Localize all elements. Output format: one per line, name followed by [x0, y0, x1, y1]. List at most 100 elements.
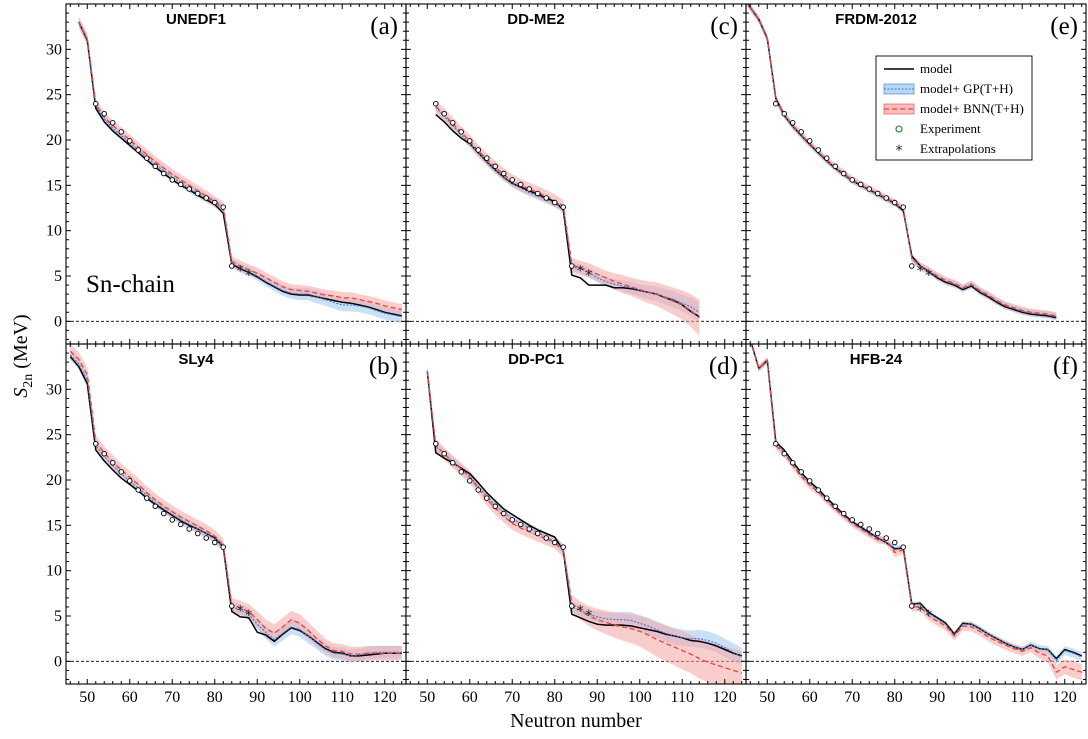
x-tick-label: 70	[504, 689, 520, 706]
experiment-point	[484, 155, 490, 161]
model-line	[69, 356, 402, 657]
experiment-point	[790, 120, 796, 126]
y-tick-label: 20	[46, 132, 62, 149]
experiment-point	[450, 120, 456, 126]
experiment-point	[824, 155, 830, 161]
plot-area-e: * *	[746, 4, 1086, 322]
experiment-point	[203, 195, 209, 201]
legend-key-extrapolations: *	[896, 143, 903, 159]
gp-line	[78, 21, 402, 318]
panel-frame	[65, 343, 407, 685]
experiment-point	[186, 526, 192, 532]
experiment-point	[858, 181, 864, 188]
experiment-point	[543, 195, 550, 201]
experiment-point	[526, 186, 533, 192]
experiment-point	[484, 495, 490, 501]
experiment-point	[169, 517, 175, 523]
panel-letter: (e)	[1050, 13, 1078, 40]
bnn-band	[427, 364, 742, 684]
y-tick-label: 25	[46, 87, 62, 104]
experiment-point	[773, 440, 779, 447]
experiment-point	[492, 163, 499, 170]
gp-line	[426, 371, 743, 658]
bnn-line	[69, 350, 402, 655]
experiment-point	[169, 177, 175, 183]
x-tick-label: 70	[844, 689, 860, 706]
experiment-point	[900, 544, 907, 550]
extrapolation-point: *	[925, 608, 932, 624]
model-line	[426, 371, 743, 657]
experiment-point	[501, 170, 507, 177]
experiment-point	[118, 469, 124, 475]
y-tick-label: 5	[54, 268, 62, 285]
experiment-point	[892, 539, 898, 546]
experiment-point	[143, 155, 150, 161]
experiment-point	[228, 603, 235, 609]
panel-c: * * DD-ME2 (c)	[405, 3, 747, 345]
x-tick-label: 120	[713, 689, 737, 706]
x-tick-label: 80	[207, 689, 223, 706]
experiment-point	[118, 129, 124, 135]
experiment-point	[883, 535, 890, 541]
y-tick-label: 30	[46, 41, 62, 58]
extrapolation-point: *	[577, 604, 584, 620]
experiment-point	[126, 138, 133, 144]
experiment-point	[143, 495, 150, 501]
experiment-point	[866, 526, 873, 532]
y-tick-label: 30	[46, 381, 62, 398]
experiment-point	[781, 450, 788, 457]
experiment-point	[849, 517, 856, 523]
bnn-band	[435, 100, 700, 336]
x-tick-label: 90	[589, 689, 605, 706]
experiment-point	[92, 100, 99, 107]
experiment-point	[501, 510, 507, 517]
experiment-point	[101, 450, 107, 457]
experiment-point	[875, 530, 881, 537]
experiment-point	[152, 163, 158, 170]
experiment-point	[160, 170, 167, 177]
gp-line	[69, 354, 402, 657]
experiment-point	[535, 530, 541, 537]
legend-label-bnn: model+ BNN(T+H)	[920, 101, 1024, 116]
experiment-point	[543, 535, 550, 541]
y-tick-label: 0	[54, 313, 62, 330]
x-tick-label: 70	[164, 689, 180, 706]
experiment-point	[177, 181, 184, 188]
extrapolation-point: *	[245, 268, 252, 284]
experiment-point	[220, 544, 226, 550]
experiment-point	[475, 487, 482, 493]
experiment-point	[815, 147, 822, 153]
experiment-point	[177, 521, 184, 528]
experiment-point	[875, 190, 881, 197]
experiment-point	[781, 110, 788, 117]
extrapolation-point: *	[585, 268, 592, 284]
legend-label-experiment: Experiment	[920, 121, 981, 136]
experiment-point	[194, 190, 201, 197]
experiment-point	[441, 450, 448, 457]
experiment-point	[841, 510, 847, 517]
experiment-point	[194, 530, 201, 537]
experiment-point	[126, 478, 133, 484]
extrapolation-point: *	[577, 264, 584, 280]
experiment-point	[909, 603, 915, 609]
x-tick-label: 50	[79, 689, 95, 706]
model-line	[78, 21, 402, 317]
experiment-point	[858, 521, 864, 528]
plot-area-d: * *	[406, 364, 746, 684]
panel-d: * * 50 60 70 80 90 100 110 120 DD-PC1 (d)	[405, 343, 747, 706]
legend-label-model: model	[920, 61, 953, 76]
y-tick-label: 10	[46, 223, 62, 240]
experiment-point	[815, 487, 822, 493]
experiment-point	[798, 129, 805, 135]
experiment-point	[535, 190, 541, 197]
experiment-point	[135, 487, 141, 493]
experiment-point	[849, 177, 856, 183]
panel-title: UNEDF1	[166, 11, 226, 28]
experiment-point	[773, 100, 779, 107]
gp-line	[751, 344, 1083, 661]
legend-label-extrapolations: Extrapolations	[920, 141, 996, 156]
